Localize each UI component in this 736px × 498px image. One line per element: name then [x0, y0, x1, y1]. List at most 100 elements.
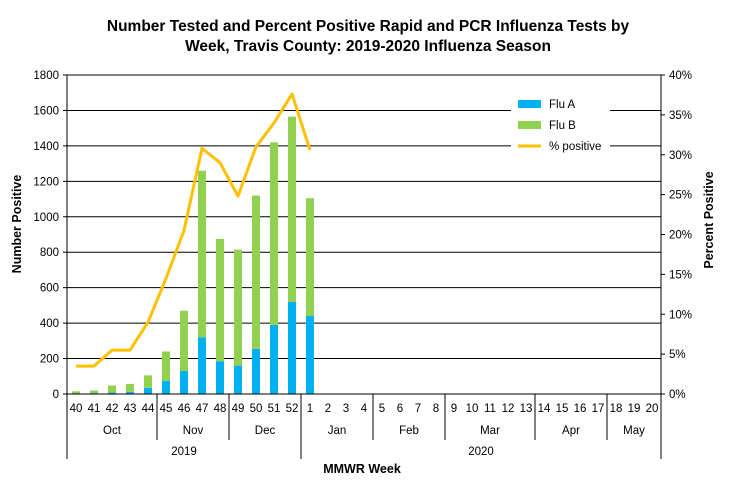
bar-flu-b [162, 351, 170, 381]
bar-flu-a [144, 387, 152, 394]
y2-tick-label: 40% [669, 70, 692, 82]
bar-flu-a [234, 365, 242, 394]
x-tick-label-week: 47 [196, 403, 209, 415]
bar-flu-b [270, 142, 278, 325]
bar-flu-b [216, 238, 224, 362]
y-tick-label: 1600 [33, 105, 59, 117]
bar-flu-a [180, 370, 188, 394]
x-tick-label-week: 2 [325, 403, 331, 415]
bar-flu-b [288, 116, 296, 302]
bar-flu-b [108, 385, 116, 393]
month-label: Oct [103, 425, 122, 437]
bar-flu-b [72, 391, 80, 394]
y2-tick-label: 20% [669, 230, 692, 242]
month-label: Jan [328, 425, 347, 437]
y2-tick-label: 30% [669, 150, 692, 162]
x-tick-label-week: 1 [307, 403, 313, 415]
x-tick-label-week: 4 [361, 403, 368, 415]
x-tick-label-week: 19 [628, 403, 641, 415]
legend-flu-a-swatch [518, 100, 541, 108]
y2-tick-label: 0% [669, 389, 686, 401]
bar-flu-b [180, 310, 188, 371]
x-tick-label-week: 44 [142, 403, 155, 415]
month-label: May [623, 425, 645, 437]
x-tick-label-week: 3 [343, 403, 349, 415]
x-tick-label-week: 13 [520, 403, 533, 415]
year-label: 2020 [468, 446, 494, 458]
x-tick-label-week: 49 [232, 403, 245, 415]
month-label: Feb [399, 425, 419, 437]
x-tick-label-week: 52 [286, 403, 299, 415]
bar-flu-b [252, 195, 260, 349]
bar-flu-a [162, 380, 170, 394]
bar-flu-a [216, 361, 224, 394]
y-tick-label: 0 [53, 389, 59, 401]
x-tick-label-week: 16 [574, 403, 587, 415]
y-tick-label: 1800 [33, 70, 59, 82]
x-axis-label: MMWR Week [323, 462, 401, 476]
y2-tick-label: 10% [669, 309, 692, 321]
percent-positive-line [76, 92, 312, 368]
legend-positive-label: % positive [549, 141, 601, 153]
x-tick-label-week: 17 [592, 403, 605, 415]
bar-flu-b [90, 390, 98, 394]
y2-tick-label: 5% [669, 349, 686, 361]
y-tick-label: 800 [40, 247, 59, 259]
x-tick-label-week: 10 [466, 403, 479, 415]
x-tick-label-week: 12 [502, 403, 515, 415]
bar-flu-a [270, 324, 278, 394]
bar-flu-a [126, 391, 134, 394]
bar-flu-b [306, 198, 314, 317]
month-label: Apr [562, 425, 580, 437]
x-tick-label-week: 7 [415, 403, 421, 415]
x-tick-label-week: 45 [160, 403, 173, 415]
legend-flu-b-swatch [518, 121, 541, 129]
legend-flu-a-label: Flu A [549, 99, 576, 111]
x-tick-label-week: 48 [214, 403, 227, 415]
x-tick-label-week: 51 [268, 403, 281, 415]
x-tick-label-week: 9 [451, 403, 457, 415]
legend: Flu A Flu B % positive [511, 91, 610, 156]
x-tick-label-week: 40 [70, 403, 83, 415]
month-label: Nov [183, 425, 204, 437]
bar-flu-a [252, 348, 260, 394]
plot-area: 0 200 400 600 800 1000 1200 1400 1600 1800 0% 5% 10%… [33, 70, 692, 459]
year-label: 2019 [171, 446, 197, 458]
y2-tick-label: 25% [669, 190, 692, 202]
x-tick-label-week: 42 [106, 403, 119, 415]
y-tick-label: 1200 [33, 176, 59, 188]
x-tick-label-week: 41 [88, 403, 101, 415]
x-tick-label-week: 5 [379, 403, 385, 415]
x-tick-label-week: 6 [397, 403, 403, 415]
y2-tick-label: 15% [669, 269, 692, 281]
month-label: Mar [480, 425, 500, 437]
bar-flu-b [198, 170, 206, 338]
y2-axis-label: Percent Positive [702, 171, 716, 268]
chart-title-line1: Number Tested and Percent Positive Rapid… [107, 18, 630, 35]
x-tick-label-week: 46 [178, 403, 191, 415]
y-axis-label: Number Positive [10, 175, 24, 274]
bar-flu-a [288, 301, 296, 394]
month-label: Dec [255, 425, 276, 437]
y-tick-label: 1000 [33, 212, 59, 224]
bar-flu-b [234, 249, 242, 366]
x-tick-label-week: 18 [610, 403, 623, 415]
bar-flu-b [126, 383, 134, 392]
y2-tick-label: 35% [669, 110, 692, 122]
x-tick-label-week: 8 [433, 403, 439, 415]
x-tick-label-week: 50 [250, 403, 263, 415]
y-tick-label: 200 [40, 354, 59, 366]
bar-flu-a [306, 316, 314, 394]
legend-flu-b-label: Flu B [549, 120, 576, 132]
x-tick-label-week: 43 [124, 403, 137, 415]
bar-flu-b [144, 375, 152, 388]
bar-flu-a [198, 337, 206, 394]
y-tick-label: 400 [40, 318, 59, 330]
y-tick-label: 600 [40, 283, 59, 295]
x-tick-label-week: 20 [646, 403, 659, 415]
bar-flu-a [108, 392, 116, 394]
x-tick-label-week: 11 [484, 403, 496, 415]
y-tick-label: 1400 [33, 141, 59, 153]
x-tick-label-week: 14 [538, 403, 551, 415]
